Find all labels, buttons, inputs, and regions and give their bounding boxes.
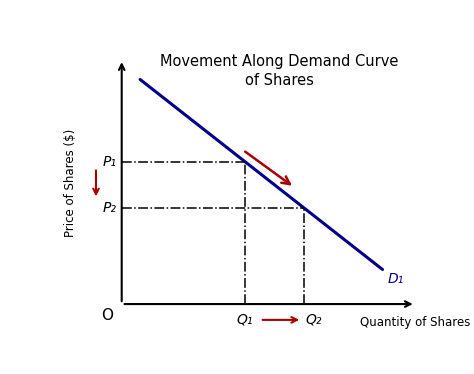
Text: P₁: P₁: [102, 155, 116, 169]
Text: Q₂: Q₂: [306, 313, 322, 327]
Text: Quantity of Shares (lots): Quantity of Shares (lots): [360, 316, 474, 329]
Text: P₂: P₂: [102, 201, 116, 215]
Text: Movement Along Demand Curve
of Shares: Movement Along Demand Curve of Shares: [161, 53, 399, 88]
Text: Price of Shares ($): Price of Shares ($): [64, 129, 77, 237]
Text: Q₁: Q₁: [237, 313, 254, 327]
Text: O: O: [101, 308, 113, 323]
Text: D₁: D₁: [388, 272, 404, 286]
